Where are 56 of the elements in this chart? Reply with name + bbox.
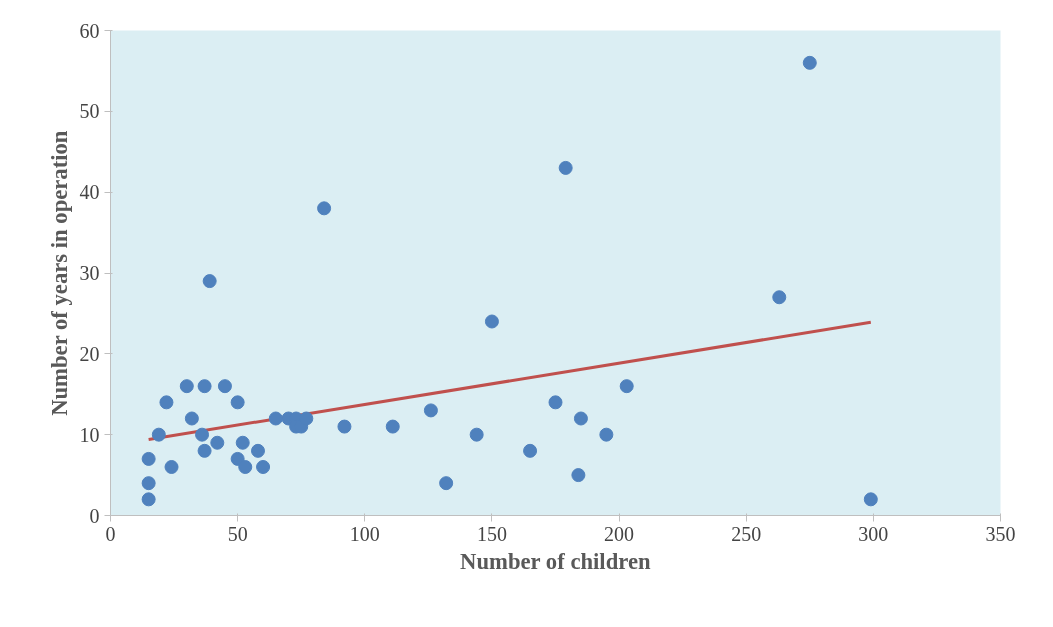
x-tick-label: 100 [349,522,380,545]
point [772,290,787,305]
point [573,411,588,426]
point [184,411,199,426]
point [250,443,265,458]
point [256,460,271,474]
x-tick-label: 200 [604,522,635,545]
x-tick-label: 250 [731,522,762,545]
point [317,201,332,216]
y-tick-label: 60 [79,19,100,42]
point [523,443,538,458]
y-tick-label: 50 [79,100,100,123]
y-axis-title: Number of years in operation [46,130,72,416]
point [197,443,212,458]
point [599,427,614,442]
x-tick-label: 300 [858,522,889,545]
x-tick-label: 0 [105,522,116,545]
point [484,314,499,329]
x-tick-label: 50 [227,522,248,545]
y-tick-label: 10 [79,423,100,446]
y-tick-label: 40 [79,181,100,204]
point [202,274,217,289]
point [141,476,156,491]
point [802,55,817,70]
point [210,435,225,450]
point [164,460,179,474]
y-tick-label: 20 [79,342,100,365]
point [230,395,245,410]
y-tick-label: 0 [89,504,100,527]
x-tick-label: 350 [985,522,1016,545]
point [571,468,586,483]
point [863,492,878,507]
point [141,492,156,507]
point [558,160,573,175]
point [423,403,438,418]
point [337,419,352,434]
point [548,395,563,410]
point [238,460,253,474]
y-tick-label: 30 [79,262,100,284]
x-axis-title: Number of children [460,548,651,574]
x-tick-label: 150 [476,522,507,545]
point [151,427,166,442]
point [197,379,212,394]
point [179,379,194,394]
point [159,395,174,410]
point [141,451,156,466]
point [299,411,314,426]
point [469,427,484,442]
point [235,435,250,450]
point [439,476,454,491]
point [230,451,245,466]
point [268,411,283,426]
point [385,419,400,434]
point [217,379,232,394]
point [619,379,634,394]
point [195,427,210,442]
